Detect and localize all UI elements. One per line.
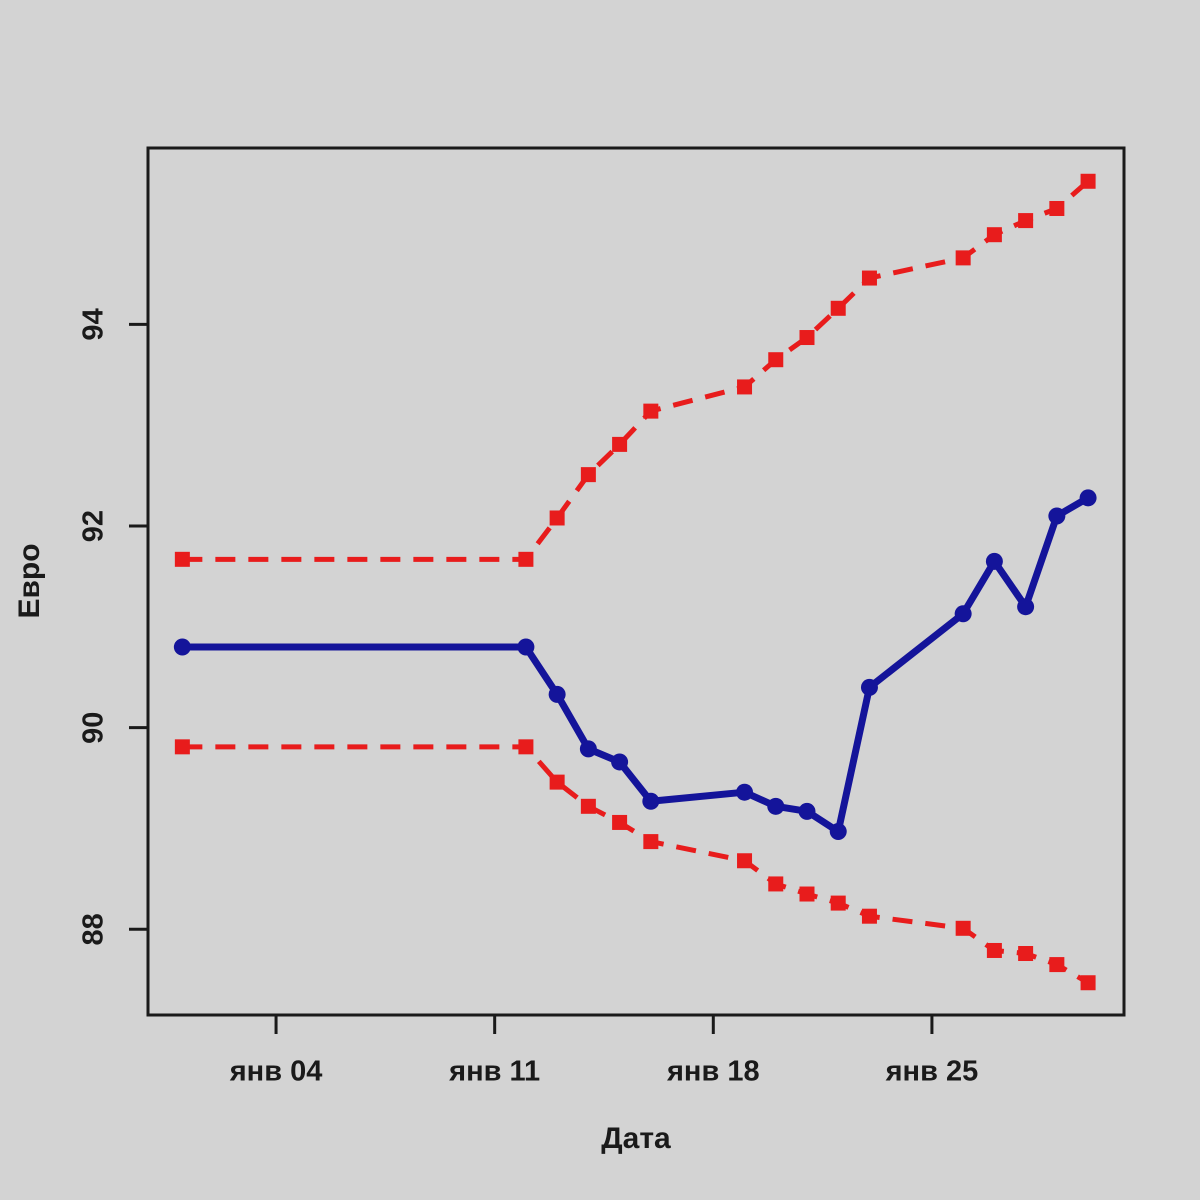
- series-line-lower-band: [182, 744, 1090, 985]
- data-point-upper-band: [643, 403, 659, 419]
- data-point-upper-band: [768, 352, 784, 368]
- y-tick-label: 90: [78, 712, 110, 744]
- data-point-lower-band: [1080, 975, 1096, 991]
- series-line-upper-band: [182, 179, 1090, 562]
- data-point-euro-rate: [611, 753, 629, 771]
- data-point-euro-rate: [954, 605, 972, 623]
- data-point-euro-rate: [829, 823, 847, 841]
- data-point-euro-rate: [1017, 598, 1035, 616]
- data-point-upper-band: [1049, 200, 1065, 216]
- data-point-lower-band: [643, 834, 659, 850]
- data-point-lower-band: [955, 920, 971, 936]
- x-tick-label: янв 04: [229, 1056, 323, 1088]
- data-point-lower-band: [580, 798, 596, 814]
- x-tick-label: янв 25: [885, 1056, 979, 1088]
- data-point-upper-band: [830, 300, 846, 316]
- data-point-upper-band: [799, 330, 815, 346]
- data-point-upper-band: [1018, 213, 1034, 229]
- data-point-euro-rate: [548, 685, 566, 703]
- y-tick-label: 88: [78, 913, 110, 945]
- data-point-lower-band: [174, 739, 190, 755]
- data-point-euro-rate: [860, 678, 878, 696]
- data-point-lower-band: [612, 814, 628, 830]
- data-point-lower-band: [518, 739, 534, 755]
- data-point-upper-band: [549, 510, 565, 526]
- data-point-euro-rate: [985, 552, 1003, 570]
- data-point-lower-band: [799, 886, 815, 902]
- data-point-lower-band: [830, 895, 846, 911]
- data-point-upper-band: [612, 436, 628, 452]
- y-tick-label: 92: [78, 510, 110, 542]
- data-point-euro-rate: [798, 802, 816, 820]
- data-point-euro-rate: [736, 783, 754, 801]
- x-tick-label: янв 11: [448, 1056, 540, 1088]
- data-point-upper-band: [1080, 173, 1096, 189]
- data-point-lower-band: [1018, 946, 1034, 962]
- data-point-euro-rate: [642, 792, 660, 810]
- data-point-lower-band: [737, 853, 753, 869]
- data-point-euro-rate: [579, 740, 597, 758]
- y-axis-title: Евро: [13, 543, 46, 619]
- data-point-lower-band: [986, 942, 1002, 958]
- data-point-upper-band: [518, 551, 534, 567]
- data-point-lower-band: [1049, 957, 1065, 973]
- plot-area-border: [146, 146, 1126, 1017]
- data-point-upper-band: [986, 227, 1002, 243]
- data-point-upper-band: [580, 467, 596, 483]
- data-point-lower-band: [549, 774, 565, 790]
- y-tick-label: 94: [78, 308, 110, 340]
- data-point-upper-band: [174, 551, 190, 567]
- data-point-upper-band: [955, 250, 971, 266]
- data-point-euro-rate: [1079, 489, 1097, 507]
- data-point-upper-band: [861, 270, 877, 286]
- data-point-euro-rate: [517, 638, 535, 656]
- data-point-lower-band: [861, 908, 877, 924]
- data-point-euro-rate: [173, 638, 191, 656]
- x-axis-title: Дата: [601, 1122, 671, 1155]
- data-point-euro-rate: [767, 797, 785, 815]
- data-point-euro-rate: [1048, 507, 1066, 525]
- series-line-euro-rate: [182, 494, 1090, 836]
- data-point-lower-band: [768, 876, 784, 892]
- x-tick-label: янв 18: [666, 1056, 760, 1088]
- data-point-upper-band: [737, 379, 753, 395]
